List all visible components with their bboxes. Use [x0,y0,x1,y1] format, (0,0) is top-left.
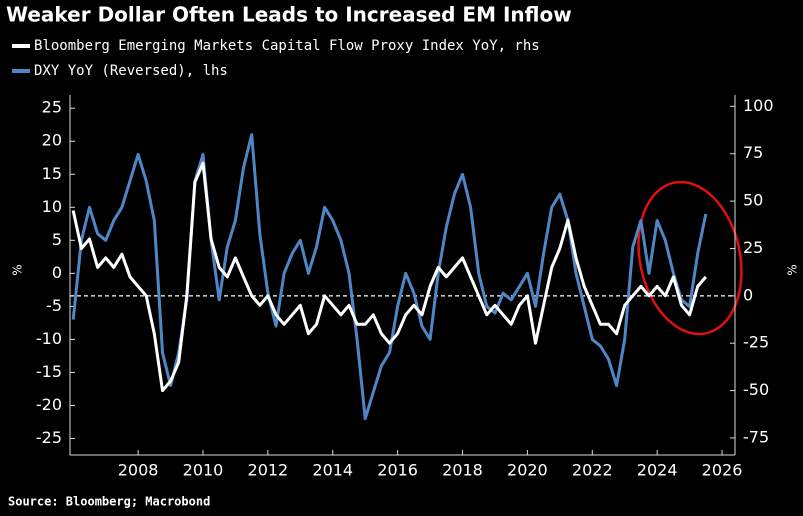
y-axis-label: % [11,264,25,275]
y2-tick-label: 75 [743,143,763,162]
y2-tick-label: 25 [743,238,763,257]
y-tick-label: 15 [42,164,62,183]
series-line [71,133,708,421]
chart-title: Weaker Dollar Often Leads to Increased E… [6,3,572,27]
legend-label: DXY YoY (Reversed), lhs [34,63,228,79]
x-tick-label: 2026 [702,461,743,480]
y-tick-label: -5 [46,296,62,315]
y-tick-label: -20 [36,395,62,414]
x-tick-label: 2008 [118,461,159,480]
y2-tick-label: -50 [743,380,769,399]
x-tick-label: 2018 [442,461,483,480]
y-tick-label: 20 [42,131,62,150]
x-tick-label: 2014 [312,461,353,480]
x-tick-label: 2010 [183,461,224,480]
x-tick-label: 2024 [637,461,678,480]
x-tick-label: 2012 [248,461,289,480]
y-tick-label: 5 [52,230,62,249]
x-tick-label: 2016 [377,461,418,480]
legend-label: Bloomberg Emerging Markets Capital Flow … [34,38,540,54]
y2-tick-label: 0 [743,285,753,304]
y2-tick-label: 100 [743,96,774,115]
y2-tick-label: -75 [743,427,769,446]
y2-axis-label: % [786,264,800,275]
highlight-ellipse [637,180,743,336]
y-tick-label: -10 [36,329,62,348]
y2-tick-label: 50 [743,191,763,210]
y-tick-label: 0 [52,263,62,282]
source-note: Source: Bloomberg; Macrobond [8,495,210,509]
y-tick-label: -25 [36,428,62,447]
y2-tick-label: -25 [743,333,769,352]
y-tick-label: 10 [42,197,62,216]
y-tick-label: 25 [42,98,62,117]
x-tick-label: 2022 [572,461,613,480]
y-tick-label: -15 [36,362,62,381]
x-tick-label: 2020 [507,461,548,480]
series-line [71,161,707,393]
